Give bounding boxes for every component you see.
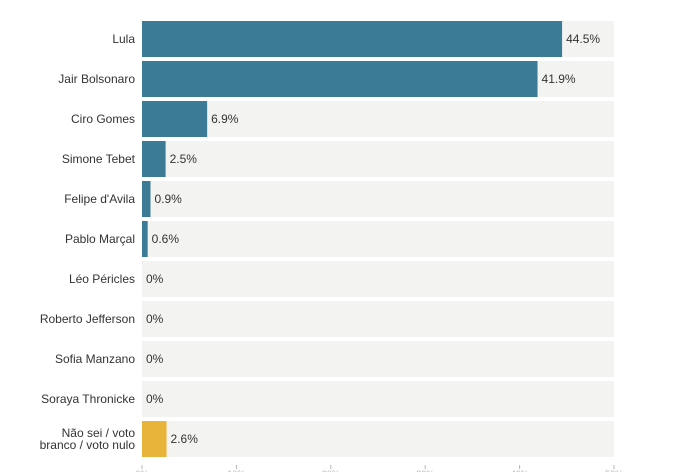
- value-label: 0.6%: [152, 232, 180, 246]
- value-label: 41.9%: [542, 72, 576, 86]
- bar-track: [142, 221, 614, 257]
- bar: [142, 141, 166, 177]
- value-label: 2.5%: [170, 152, 198, 166]
- category-label: Léo Péricles: [69, 272, 135, 286]
- value-label: 0%: [146, 352, 164, 366]
- x-tick-label: 20%: [322, 469, 340, 472]
- category-label: Não sei / voto branco / voto nulo: [40, 426, 136, 452]
- category-label: Sofia Manzano: [55, 352, 135, 366]
- value-label: 0.9%: [154, 192, 182, 206]
- value-label: 2.6%: [171, 432, 199, 446]
- bar: [142, 421, 167, 457]
- bar-track: [142, 261, 614, 297]
- value-label: 0%: [146, 272, 164, 286]
- bar-track: [142, 381, 614, 417]
- category-label: Pablo Marçal: [65, 232, 135, 246]
- x-tick-label: 10%: [227, 469, 245, 472]
- bar-track: [142, 421, 614, 457]
- bar-track: [142, 141, 614, 177]
- bar-track: [142, 341, 614, 377]
- category-label: Felipe d'Avila: [64, 192, 135, 206]
- bar: [142, 61, 538, 97]
- bar-track: [142, 301, 614, 337]
- value-label: 0%: [146, 392, 164, 406]
- value-label: 44.5%: [566, 32, 600, 46]
- value-label: 0%: [146, 312, 164, 326]
- category-label: Ciro Gomes: [71, 112, 135, 126]
- x-tick-label: 50%: [605, 469, 623, 472]
- category-label: Jair Bolsonaro: [58, 72, 135, 86]
- bar: [142, 181, 151, 217]
- bar-track: [142, 181, 614, 217]
- bar: [142, 21, 563, 57]
- category-label: Soraya Thronicke: [41, 392, 135, 406]
- x-tick-label: 0%: [135, 469, 148, 472]
- category-label: Simone Tebet: [62, 152, 136, 166]
- x-tick-label: 40%: [511, 469, 529, 472]
- bar: [142, 101, 208, 137]
- bar: [142, 221, 148, 257]
- x-tick-label: 30%: [416, 469, 434, 472]
- value-label: 6.9%: [211, 112, 239, 126]
- bar-track: [142, 101, 614, 137]
- category-label: Roberto Jefferson: [40, 312, 135, 326]
- category-label: Lula: [112, 32, 135, 46]
